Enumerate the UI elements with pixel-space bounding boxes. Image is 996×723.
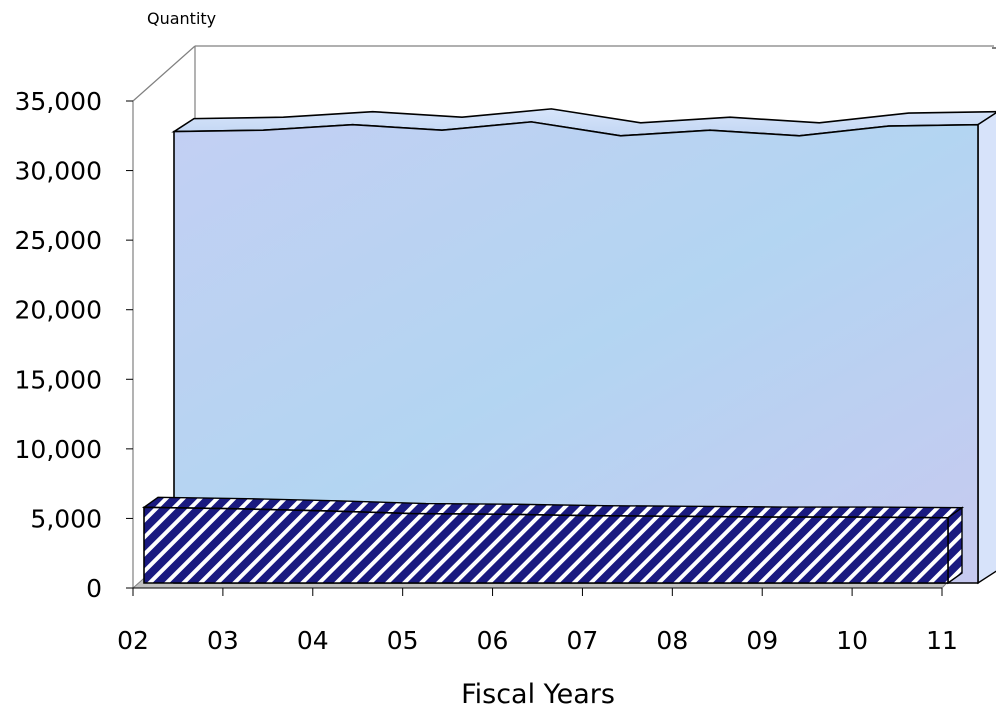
x-tick-label: 11 [926, 626, 958, 655]
series-2-area [144, 507, 948, 583]
y-tick-label: 25,000 [15, 226, 102, 255]
y-tick-label: 10,000 [15, 435, 102, 464]
y-tick-label: 5,000 [30, 504, 102, 533]
x-tick-label: 05 [387, 626, 419, 655]
series-2-side [948, 508, 962, 583]
x-tick-label: 10 [836, 626, 868, 655]
y-tick-label: 30,000 [15, 157, 102, 186]
x-tick-label: 03 [207, 626, 239, 655]
x-tick-label: 06 [477, 626, 509, 655]
x-tick-label: 09 [746, 626, 778, 655]
x-tick-label: 02 [117, 626, 149, 655]
y-tick-label: 0 [86, 574, 102, 603]
x-tick-label: 08 [656, 626, 688, 655]
series-1-side [978, 112, 996, 583]
y-tick-label: 20,000 [15, 296, 102, 325]
x-tick-label: 07 [567, 626, 599, 655]
y-tick-label: 35,000 [15, 87, 102, 116]
x-axis-title: Fiscal Years [461, 679, 615, 710]
x-tick-label: 04 [297, 626, 329, 655]
y-tick-label: 15,000 [15, 365, 102, 394]
y-axis-label: Quantity [147, 9, 216, 28]
wall-edge-top-left [133, 46, 195, 101]
